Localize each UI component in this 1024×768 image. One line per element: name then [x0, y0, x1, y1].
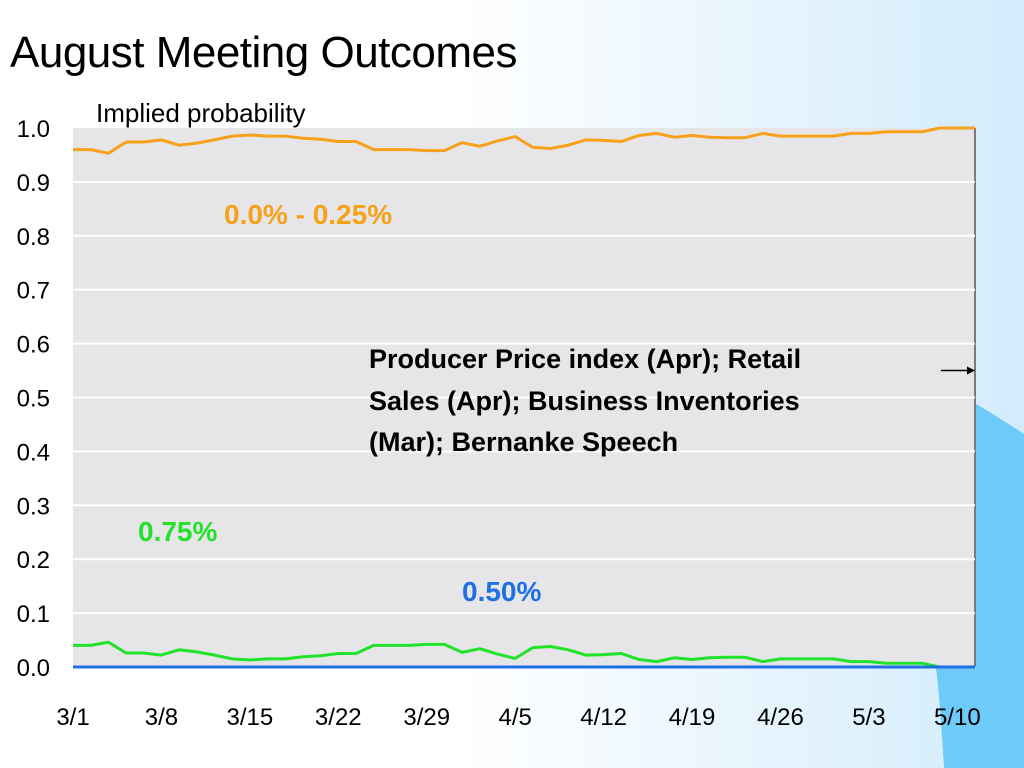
annotation-line-3: (Mar); Bernanke Speech	[369, 427, 678, 457]
annotation: Producer Price index (Apr); Retail Sales…	[369, 344, 975, 457]
y-tick-label: 1.0	[17, 116, 50, 143]
x-tick-label: 5/3	[852, 704, 885, 731]
x-tick-label: 4/5	[498, 704, 531, 731]
y-tick-label: 0.9	[17, 170, 50, 197]
chart-subtitle: Implied probability	[96, 98, 306, 128]
decorative-blue-shape	[936, 404, 1024, 768]
y-tick-label: 0.5	[17, 386, 50, 413]
annotation-arrowhead	[967, 366, 975, 375]
x-tick-label: 4/26	[757, 704, 804, 731]
y-tick-label: 0.3	[17, 493, 50, 520]
x-tick-label: 3/22	[315, 704, 362, 731]
x-tick-label: 3/8	[145, 704, 178, 731]
y-tick-label: 0.7	[17, 278, 50, 305]
y-axis-ticks: 0.0 0.1 0.2 0.3 0.4 0.5 0.6 0.7 0.8 0.9 1.0	[17, 116, 50, 682]
y-tick-label: 0.6	[17, 332, 50, 359]
series-label-0-50: 0.50%	[462, 576, 541, 607]
x-tick-label: 3/1	[56, 704, 89, 731]
series-lines	[73, 126, 975, 669]
x-tick-label: 3/15	[227, 704, 274, 731]
series-line-0	[73, 126, 975, 155]
series-label-0-75: 0.75%	[138, 516, 217, 547]
gridlines	[73, 180, 975, 615]
annotation-line-1: Producer Price index (Apr); Retail	[369, 344, 801, 374]
slide-title: August Meeting Outcomes	[10, 28, 517, 77]
y-tick-label: 0.2	[17, 547, 50, 574]
y-tick-label: 0.1	[17, 601, 50, 628]
x-tick-label: 4/12	[580, 704, 627, 731]
x-tick-label: 5/10	[934, 704, 981, 731]
series-line-1	[73, 640, 975, 669]
y-tick-label: 0.4	[17, 439, 50, 466]
annotation-line-2: Sales (Apr); Business Inventories	[369, 386, 800, 416]
x-axis-ticks: 3/1 3/8 3/15 3/22 3/29 4/5 4/12 4/19 4/26 5/3 5/10	[56, 704, 980, 731]
y-tick-label: 0.8	[17, 224, 50, 251]
y-tick-label: 0.0	[17, 655, 50, 682]
x-tick-label: 4/19	[669, 704, 716, 731]
x-tick-label: 3/29	[403, 704, 450, 731]
series-label-0-0-to-0-25: 0.0% - 0.25%	[224, 199, 392, 230]
